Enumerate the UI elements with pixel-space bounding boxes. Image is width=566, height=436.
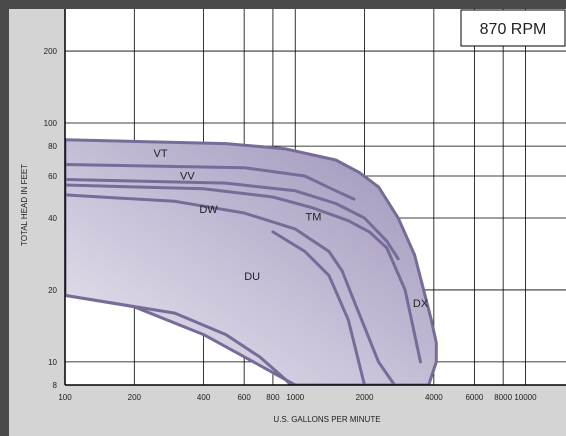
pump-curve-chart: 100 200 400 600 800 1000 2000 4000 6000 8000 10000… xyxy=(20,9,566,424)
y-tick-label: 20 xyxy=(48,286,57,295)
y-tick-label: 10 xyxy=(48,358,57,367)
region-label: VV xyxy=(180,170,195,182)
y-axis-title: TOTAL HEAD IN FEET xyxy=(20,164,29,246)
y-tick-label: 8 xyxy=(53,381,58,390)
y-tick-label: 100 xyxy=(44,119,58,128)
x-tick-label: 400 xyxy=(197,393,211,402)
y-tick-label: 60 xyxy=(48,172,57,181)
y-tick-label: 40 xyxy=(48,214,57,223)
x-tick-label: 100 xyxy=(58,393,72,402)
x-tick-label: 800 xyxy=(266,393,280,402)
boundary-curve xyxy=(65,193,396,385)
boundary-curve xyxy=(65,293,294,385)
boundary-curve xyxy=(65,178,400,261)
boundary-curve xyxy=(65,163,356,201)
region-label: DU xyxy=(244,271,260,283)
x-tick-label: 6000 xyxy=(465,393,483,402)
region-label: TM xyxy=(306,212,322,224)
boundary-curve xyxy=(65,183,422,364)
data-layer xyxy=(65,138,438,385)
region-label: DW xyxy=(199,204,218,216)
x-tick-label: 8000 xyxy=(494,393,512,402)
y-tick-label: 200 xyxy=(44,47,58,56)
region-label: DX xyxy=(413,298,429,310)
x-tick-label: 600 xyxy=(237,393,251,402)
x-tick-label: 2000 xyxy=(356,393,374,402)
x-tick-label: 1000 xyxy=(286,393,304,402)
chart-frame: 100 200 400 600 800 1000 2000 4000 6000 8000 10000… xyxy=(9,9,566,436)
y-tick-label: 80 xyxy=(48,142,57,151)
x-tick-label: 200 xyxy=(128,393,142,402)
labels: 100 200 400 600 800 1000 2000 4000 6000 8000 10000… xyxy=(44,47,537,402)
chart-title: 870 RPM xyxy=(480,21,547,38)
rpm-box: 870 RPM xyxy=(460,9,566,47)
boundary-curve xyxy=(271,230,366,385)
x-tick-label: 10000 xyxy=(514,393,537,402)
x-axis-title: U.S. GALLONS PER MINUTE xyxy=(273,415,380,424)
region-label: VT xyxy=(154,148,168,160)
x-tick-label: 4000 xyxy=(425,393,443,402)
